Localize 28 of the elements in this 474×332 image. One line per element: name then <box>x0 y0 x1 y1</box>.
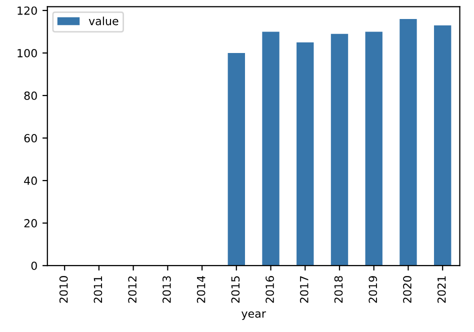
bar <box>296 42 314 266</box>
x-tick-label: 2016 <box>266 276 274 303</box>
bar <box>228 52 245 266</box>
x-tick-label: 2012 <box>128 276 137 303</box>
x-tick-label: 2019 <box>368 276 378 303</box>
x-tick-label: 2014 <box>196 276 206 303</box>
y-tick-label: 120 <box>18 6 37 15</box>
y-tick-label: 20 <box>24 219 37 228</box>
x-tick-label: 2015 <box>231 276 240 303</box>
bar <box>365 32 382 266</box>
bar <box>262 32 280 266</box>
x-tick-label: 2010 <box>59 276 68 303</box>
x-tick-label: 2017 <box>300 276 308 303</box>
x-tick-label: 2021 <box>437 276 446 303</box>
x-axis-title: year <box>242 311 266 320</box>
legend-label: value <box>88 16 118 26</box>
x-tick-label: 2013 <box>162 276 171 303</box>
y-tick-label: 0 <box>31 262 37 270</box>
y-tick-label: 40 <box>24 176 37 185</box>
x-tick-label: 2020 <box>403 276 412 303</box>
y-tick-label: 80 <box>24 91 37 100</box>
y-tick-label: 60 <box>24 134 37 142</box>
y-tick-label: 100 <box>18 48 37 58</box>
bar <box>434 25 452 266</box>
bar <box>400 18 417 266</box>
x-tick-label: 2018 <box>334 276 343 303</box>
x-tick-label: 2011 <box>94 276 102 303</box>
bar <box>330 34 348 266</box>
